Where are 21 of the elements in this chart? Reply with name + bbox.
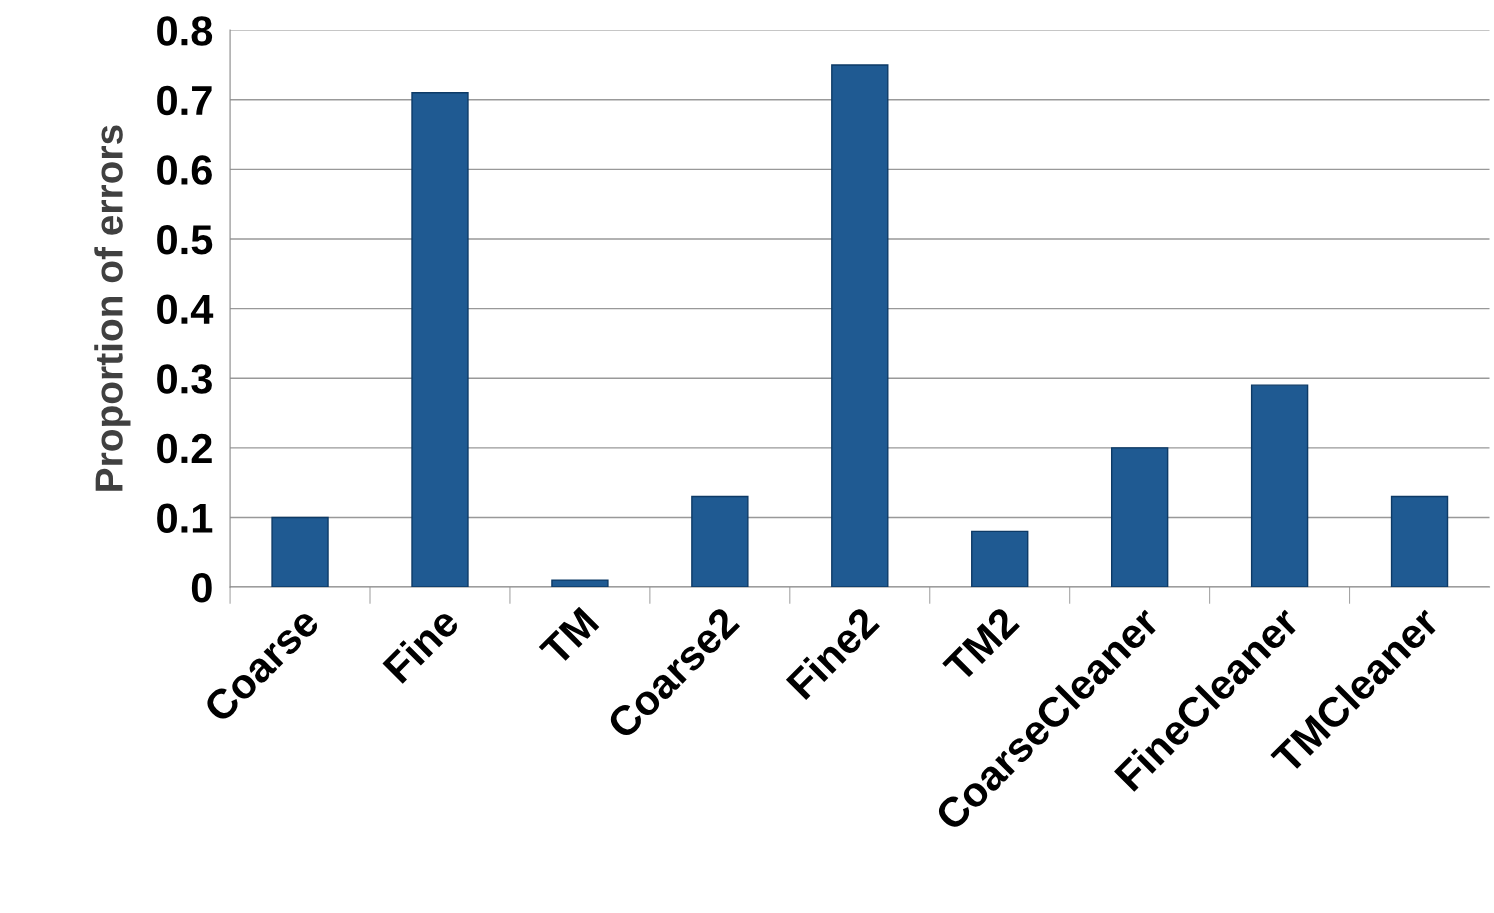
y-tick-label: 0.4 — [157, 294, 214, 325]
bar — [971, 530, 1029, 588]
x-tick-label: Fine — [381, 604, 461, 684]
y-tick-label: 0.5 — [157, 224, 213, 255]
y-tick-label: 0.2 — [157, 433, 212, 464]
bar — [1390, 495, 1449, 588]
y-tick-label: 0.8 — [157, 16, 213, 46]
bar — [831, 64, 889, 588]
bar — [271, 516, 329, 588]
bar — [1250, 384, 1309, 588]
x-tick-label: TM — [538, 606, 600, 668]
y-tick-label: 0.1 — [157, 503, 213, 533]
bar — [411, 92, 469, 588]
y-tick-label: 0 — [191, 573, 212, 603]
bar — [551, 579, 609, 588]
y-tick-label: 0.3 — [157, 364, 212, 394]
y-tick-label: 0.7 — [157, 85, 212, 116]
y-axis-title: Proportion of errors — [94, 125, 131, 491]
bar — [1110, 447, 1169, 588]
y-tick-label: 0.6 — [157, 155, 212, 185]
bar — [691, 495, 749, 588]
